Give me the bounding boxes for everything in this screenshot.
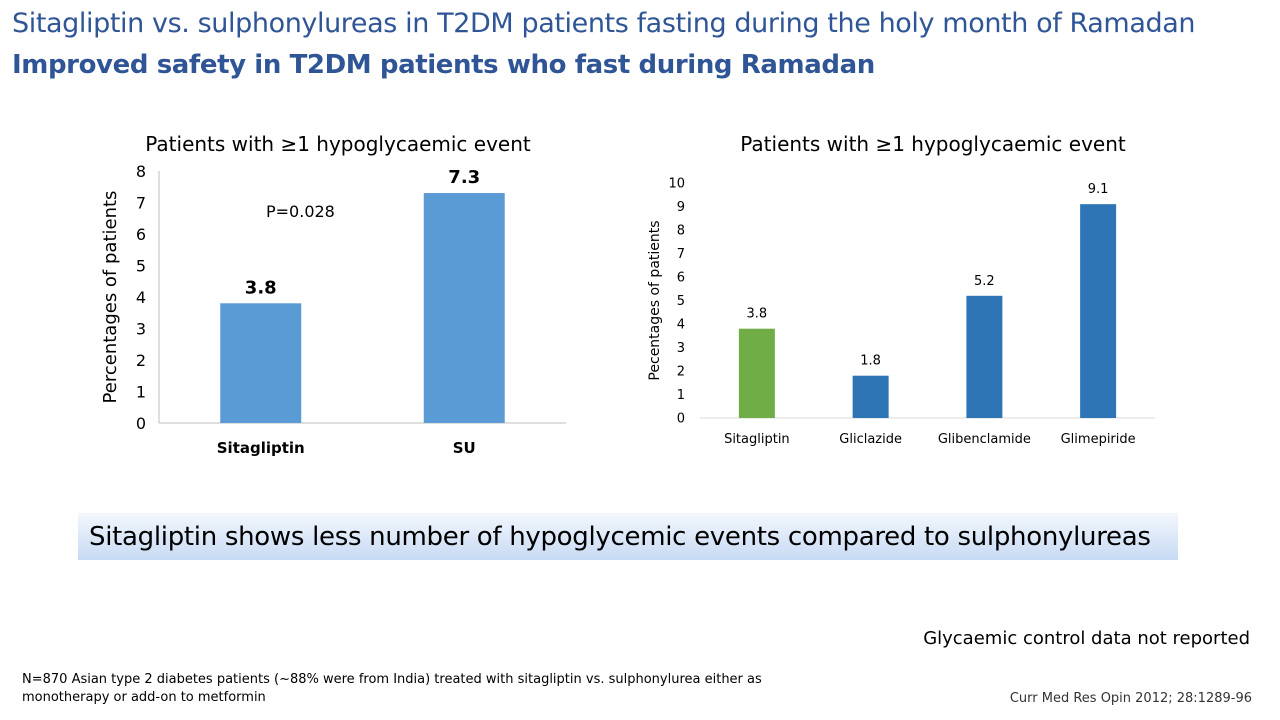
glycaemic-note: Glycaemic control data not reported [923, 628, 1250, 649]
y-axis-label: Pecentages of patients [647, 220, 663, 380]
category-label: SU [453, 439, 476, 457]
category-label: Sitagliptin [217, 439, 305, 457]
bar [1080, 204, 1117, 418]
y-tick-label: 8 [677, 224, 685, 239]
y-tick-label: 2 [677, 365, 685, 380]
y-tick-label: 0 [677, 412, 685, 427]
data-label: 1.8 [860, 354, 881, 369]
slide-subtitle: Improved safety in T2DM patients who fas… [12, 50, 875, 80]
y-tick-label: 7 [136, 193, 146, 212]
p-value-annotation: P=0.028 [266, 202, 335, 221]
bar [220, 303, 302, 423]
data-label: 3.8 [245, 277, 277, 298]
y-tick-label: 2 [136, 351, 146, 370]
y-tick-label: 5 [677, 294, 685, 309]
y-tick-label: 4 [677, 318, 685, 333]
y-tick-label: 0 [136, 414, 146, 433]
data-label: 5.2 [974, 274, 995, 289]
y-tick-label: 5 [136, 256, 146, 275]
footnote: N=870 Asian type 2 diabetes patients (~8… [22, 672, 762, 705]
category-label: Sitagliptin [724, 432, 790, 447]
y-axis-label: Percentages of patients [100, 191, 121, 404]
bar [423, 193, 505, 423]
y-tick-label: 6 [136, 225, 146, 244]
y-tick-label: 10 [668, 177, 685, 192]
y-tick-label: 7 [677, 247, 685, 262]
data-label: 3.8 [747, 307, 768, 322]
conclusion-banner: Sitagliptin shows less number of hypogly… [78, 513, 1178, 560]
y-tick-label: 9 [677, 200, 685, 215]
slide-title: Sitagliptin vs. sulphonylureas in T2DM p… [12, 8, 1196, 39]
y-tick-label: 1 [136, 382, 146, 401]
bar [738, 328, 775, 418]
category-label: Gliclazide [839, 432, 902, 447]
category-label: Glimepiride [1061, 432, 1136, 447]
y-tick-label: 8 [136, 162, 146, 181]
y-tick-label: 3 [136, 319, 146, 338]
citation: Curr Med Res Opin 2012; 28:1289-96 [1009, 691, 1252, 706]
y-tick-label: 4 [136, 288, 146, 307]
category-label: Glibenclamide [938, 432, 1031, 447]
chart-title: Patients with ≥1 hypoglycaemic event [740, 132, 1126, 156]
bar [966, 295, 1003, 418]
y-tick-label: 3 [677, 341, 685, 356]
y-tick-label: 1 [677, 388, 685, 403]
data-label: 9.1 [1088, 182, 1109, 197]
y-tick-label: 6 [677, 271, 685, 286]
data-label: 7.3 [448, 167, 480, 188]
chart-title: Patients with ≥1 hypoglycaemic event [145, 132, 531, 156]
conclusion-text: Sitagliptin shows less number of hypogly… [89, 521, 1151, 552]
bar [852, 375, 889, 418]
